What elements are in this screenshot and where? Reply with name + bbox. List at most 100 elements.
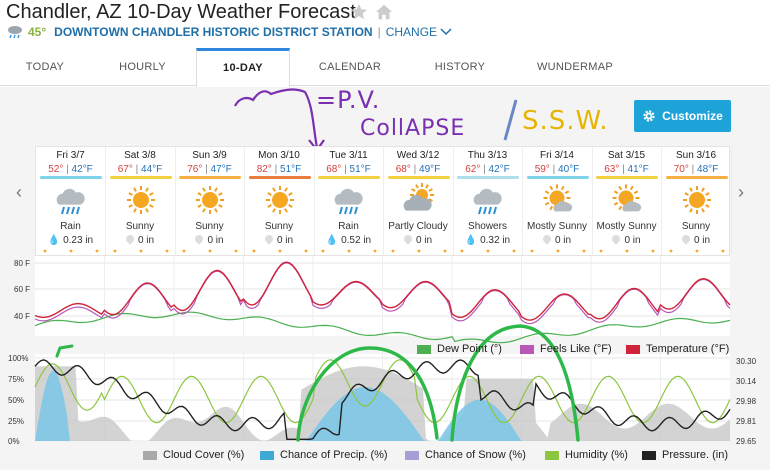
- temperature-bar: [596, 176, 658, 179]
- day-low: 44°F: [141, 164, 163, 175]
- home-icon[interactable]: [375, 3, 393, 21]
- day-precip-amount: 0 in: [624, 235, 641, 246]
- legend-label: Chance of Precip. (%): [280, 449, 388, 461]
- day-condition: Sunny: [125, 221, 155, 232]
- forecast-day[interactable]: Fri 3/14 59° | 40°F Mostly Sunny 0 in: [523, 147, 593, 255]
- day-date: Sun 3/9: [192, 150, 227, 161]
- forecast-day[interactable]: Sun 3/16 70° | 48°F Sunny 0 in: [662, 147, 732, 255]
- day-date: Fri 3/7: [56, 150, 85, 161]
- day-precip: 0 in: [523, 233, 592, 246]
- day-hi-lo: 52° | 42°F: [48, 164, 93, 175]
- sun-icon: [265, 186, 294, 214]
- day-high: 68°: [395, 164, 411, 175]
- chevron-down-icon[interactable]: [440, 27, 452, 37]
- percent-axis-label: 0%: [8, 437, 20, 446]
- day-precip: 0 in: [175, 233, 244, 246]
- tab-calendar[interactable]: CALENDAR: [318, 61, 382, 73]
- legend-temperature: Temperature (°F): [626, 343, 729, 355]
- day-hi-lo: 62° | 42°F: [465, 164, 510, 175]
- day-high: 67°: [117, 164, 133, 175]
- raindrop-icon: 💧: [464, 235, 478, 246]
- day-condition: Mostly Sunny: [526, 221, 588, 232]
- day-precip: 0 in: [106, 233, 175, 246]
- day-date: Sun 3/16: [675, 150, 717, 161]
- day-precip: 💧 0.52 in: [314, 235, 383, 246]
- day-precip-amount: 0 in: [276, 235, 294, 246]
- sun-icon: [126, 186, 155, 214]
- page-title: Chandler, AZ 10-Day Weather Forecast: [6, 1, 356, 23]
- forecast-day[interactable]: Sat 3/8 67° | 44°F Sunny 0 in: [106, 147, 176, 255]
- legend-swatch: [143, 450, 157, 460]
- raindrop-icon: [541, 233, 553, 245]
- forecast-day[interactable]: Thu 3/13 62° | 42°F Showers 💧 0.32 in: [453, 147, 523, 255]
- day-condition: Sunny: [264, 221, 294, 232]
- legend-pressure: Pressure. (in): [642, 449, 728, 461]
- hourly-dots: [113, 249, 168, 253]
- station-link[interactable]: DOWNTOWN CHANDLER HISTORIC DISTRICT STAT…: [54, 25, 373, 39]
- legend-humidity: Humidity (%): [545, 449, 628, 461]
- forecast-day[interactable]: Wed 3/12 68° | 49°F Partly Cloudy 0 in: [384, 147, 454, 255]
- temperature-line: [34, 261, 731, 321]
- temperature-bar: [179, 176, 241, 179]
- raindrop-icon: [402, 233, 414, 245]
- legend-swatch: [545, 450, 559, 460]
- day-high: 63°: [604, 164, 620, 175]
- day-precip-amount: 0 in: [207, 235, 224, 246]
- day-precip-amount: 0 in: [415, 235, 433, 246]
- percent-axis-label: 75%: [8, 375, 25, 384]
- hourly-dots: [460, 249, 516, 253]
- day-low: 40°F: [558, 164, 580, 175]
- legend-swatch: [520, 344, 534, 354]
- dew-point-line: [34, 311, 731, 344]
- hourly-dots: [182, 249, 238, 253]
- raindrop-icon: 💧: [325, 235, 339, 246]
- percent-axis-label: 25%: [8, 417, 25, 426]
- temp-axis-label: 80 F: [14, 259, 31, 268]
- star-icon[interactable]: [350, 3, 368, 21]
- prev-arrow-icon[interactable]: ‹: [16, 182, 22, 202]
- legend-dew-point: Dew Point (°): [417, 343, 502, 355]
- day-hi-lo: 68° | 49°F: [395, 164, 441, 175]
- legend-cloud-cover: Cloud Cover (%): [143, 449, 244, 461]
- forecast-charts: [34, 256, 731, 442]
- partly-cloudy-icon: [403, 183, 434, 211]
- legend-swatch: [405, 450, 419, 460]
- hourly-dots: [321, 249, 377, 253]
- tab-history[interactable]: HISTORY: [434, 61, 486, 73]
- tab-today[interactable]: TODAY: [25, 61, 65, 73]
- legend-label: Temperature (°F): [646, 343, 730, 355]
- day-date: Sat 3/8: [124, 150, 156, 161]
- next-arrow-icon[interactable]: ›: [738, 182, 744, 202]
- hourly-dots: [43, 249, 99, 253]
- day-condition: Partly Cloudy: [388, 221, 448, 232]
- customize-button[interactable]: Customize: [634, 100, 731, 132]
- tab-wundermap[interactable]: WUNDERMAP: [536, 61, 614, 73]
- day-precip: 0 in: [384, 233, 453, 246]
- raindrop-icon: 💧: [47, 235, 61, 246]
- temperature-bar: [318, 176, 380, 179]
- day-hi-lo: 76° | 47°F: [187, 164, 232, 175]
- current-temperature: 45°: [28, 25, 47, 39]
- legend-swatch: [626, 344, 640, 354]
- day-precip-amount: 0 in: [137, 235, 155, 246]
- page-header: Chandler, AZ 10-Day Weather Forecast 45°…: [0, 0, 770, 48]
- day-date: Sat 3/15: [607, 150, 646, 161]
- day-hi-lo: 70° | 48°F: [673, 164, 719, 175]
- change-station-link[interactable]: CHANGE: [385, 25, 438, 39]
- tab-hourly[interactable]: HOURLY: [119, 61, 166, 73]
- gear-icon: [643, 110, 655, 122]
- annotation-collapse: CollAPSE: [360, 116, 466, 141]
- day-hi-lo: 59° | 40°F: [534, 164, 580, 175]
- tab-10-day[interactable]: 10-DAY: [196, 48, 290, 87]
- forecast-day[interactable]: Fri 3/7 52° | 42°F Rain 💧 0.23 in: [36, 147, 106, 255]
- hourly-dots: [530, 249, 585, 253]
- annotation-pv: =P.V.: [316, 86, 381, 114]
- forecast-day[interactable]: Tue 3/11 68° | 51°F Rain 💧 0.52 in: [314, 147, 384, 255]
- forecast-day[interactable]: Sun 3/9 76° | 47°F Sunny 0 in: [175, 147, 245, 255]
- legend-label: Cloud Cover (%): [163, 449, 245, 461]
- forecast-day[interactable]: Mon 3/10 82° | 51°F Sunny 0 in: [245, 147, 315, 255]
- day-precip: 0 in: [245, 233, 314, 246]
- forecast-day[interactable]: Sat 3/15 63° | 41°F Mostly Sunny 0 in: [592, 147, 662, 255]
- temperature-bar: [387, 176, 450, 179]
- temperature-bar: [248, 176, 311, 179]
